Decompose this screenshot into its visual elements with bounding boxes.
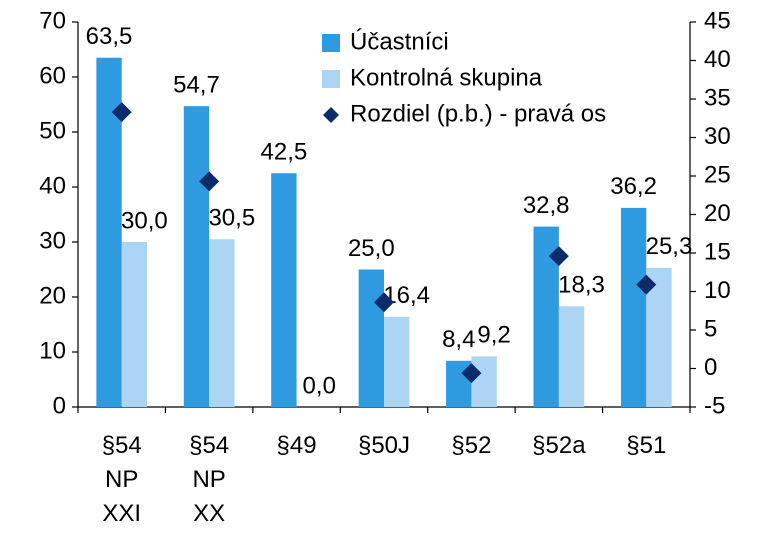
y2-tick-label: 25 [704, 161, 731, 188]
data-label: 30,0 [121, 207, 168, 234]
marker [636, 274, 657, 295]
data-label: 30,5 [208, 205, 255, 232]
data-label: 25,0 [348, 235, 395, 262]
bar [183, 106, 210, 408]
bar [209, 239, 235, 407]
x-tick-label: §54 NP XXI [102, 432, 142, 527]
y2-tick-label: 40 [704, 46, 731, 73]
marker [199, 171, 220, 192]
y2-tick-label: 35 [704, 84, 731, 111]
x-tick-label-line: §52 [451, 432, 491, 459]
data-label: 0,0 [303, 372, 336, 399]
y2-tick-label: 45 [704, 7, 731, 34]
bar [121, 242, 148, 407]
x-tick-label-line: §54 [102, 432, 142, 459]
y2-tick-label: 20 [704, 200, 731, 227]
data-label: 9,2 [477, 322, 510, 349]
y2-tick-label: -5 [704, 392, 725, 419]
x-tick-label: §52a [532, 432, 586, 459]
x-tick-label-line: §49 [277, 432, 317, 459]
x-tick-label-line: §51 [626, 432, 666, 459]
y-tick-label: 0 [53, 392, 66, 419]
marker [111, 102, 132, 123]
legend-swatch [323, 107, 339, 123]
legend-swatch [322, 70, 340, 88]
bar [384, 316, 410, 407]
bar [471, 356, 497, 407]
data-label: 18,3 [558, 272, 605, 299]
y-tick-label: 40 [39, 172, 66, 199]
x-tick-label-line: XX [193, 500, 225, 527]
bar [358, 269, 384, 407]
y2-tick-label: 5 [704, 315, 717, 342]
legend-label: Kontrolná skupina [350, 64, 543, 91]
x-tick-label: §54 NP XX [189, 432, 229, 527]
y-tick-label: 50 [39, 117, 66, 144]
y2-tick-label: 0 [704, 354, 717, 381]
x-tick-label-line: §54 [189, 432, 229, 459]
marker [461, 363, 482, 384]
x-tick-label: §50J [358, 432, 410, 459]
y-tick-label: 70 [39, 7, 66, 34]
data-label: 42,5 [261, 139, 308, 166]
marker [548, 246, 569, 267]
x-tick-label-line: §50J [358, 432, 410, 459]
data-label: 54,7 [173, 71, 220, 98]
bar [620, 207, 647, 407]
data-label: 63,5 [86, 23, 133, 50]
marker [374, 292, 394, 313]
bar [646, 267, 672, 407]
data-label: 8,4 [442, 326, 475, 353]
x-tick-label-line: NP [192, 466, 225, 493]
y2-tick-label: 15 [704, 238, 731, 265]
data-label: 36,2 [610, 173, 657, 200]
legend-label: Účastníci [350, 28, 449, 55]
data-label: 32,8 [523, 192, 570, 219]
x-tick-label-line: §52a [532, 432, 586, 459]
legend-swatch [322, 34, 340, 52]
y-tick-label: 20 [39, 282, 66, 309]
bar [271, 173, 297, 407]
legend-label: Rozdiel (p.b.) - pravá os [350, 100, 606, 127]
y-tick-label: 10 [39, 337, 66, 364]
x-tick-label: §49 [277, 432, 317, 459]
x-tick-label: §52 [451, 432, 491, 459]
x-tick-label-line: NP [105, 466, 138, 493]
bar [558, 306, 585, 407]
y2-tick-label: 10 [704, 277, 731, 304]
data-label: 25,3 [646, 233, 693, 260]
x-tick-label-line: XXI [102, 500, 141, 527]
y2-tick-label: 30 [704, 123, 731, 150]
y-tick-label: 60 [39, 62, 66, 89]
y-tick-label: 30 [39, 227, 66, 254]
x-tick-label: §51 [626, 432, 666, 459]
